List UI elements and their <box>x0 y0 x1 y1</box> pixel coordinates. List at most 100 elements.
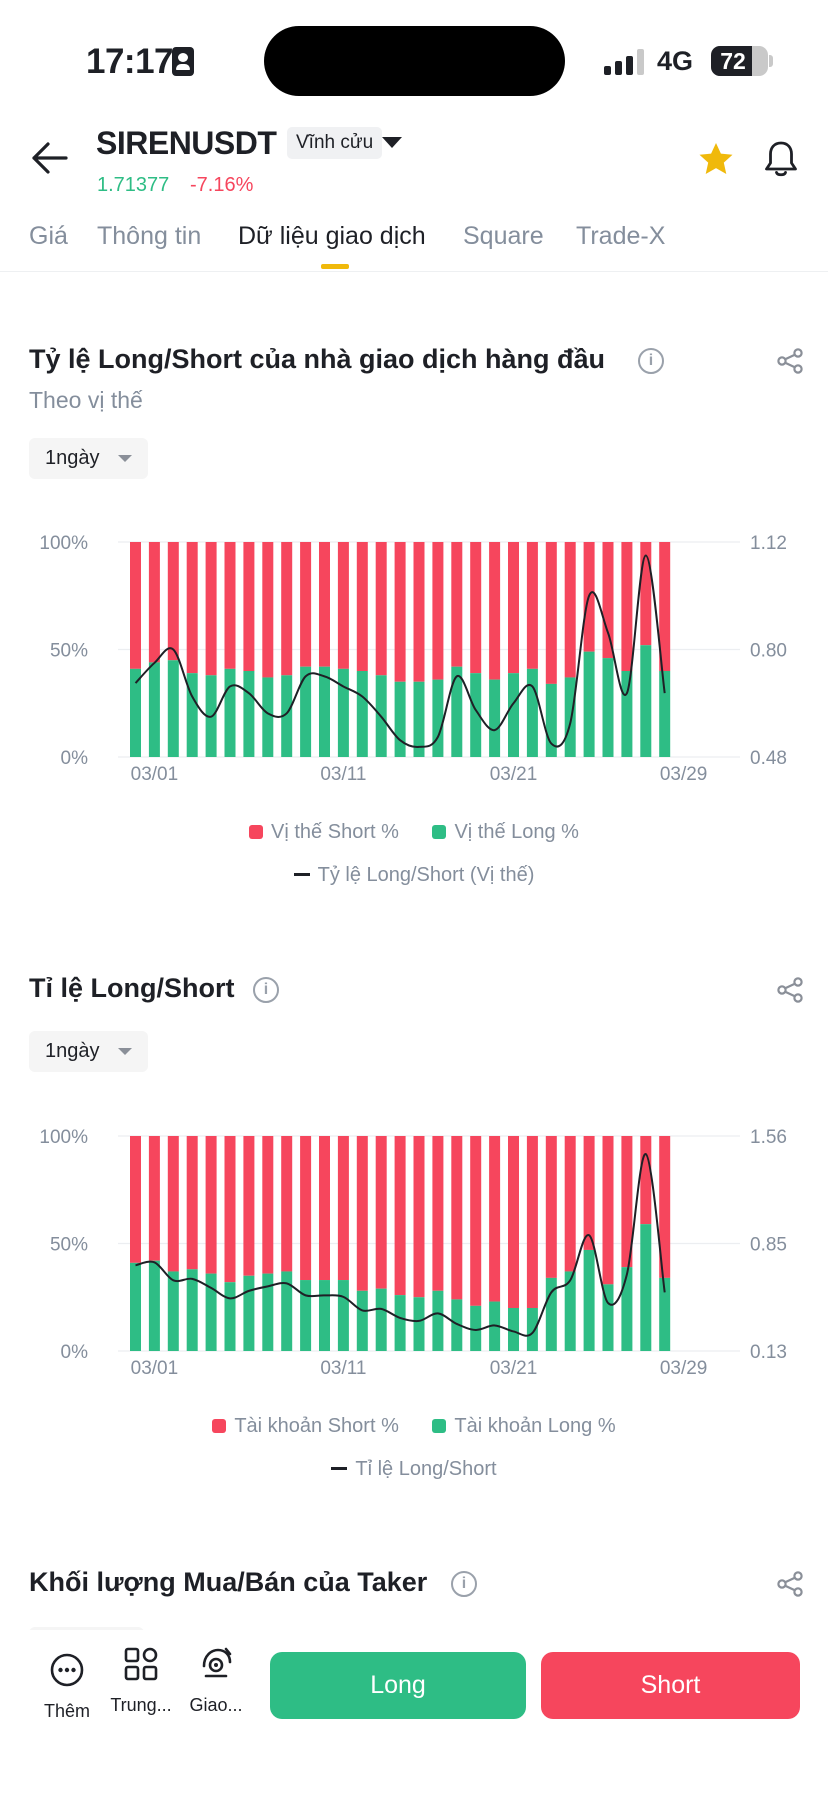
y-left-tick-label: 100% <box>39 1127 88 1148</box>
tab-trade-x[interactable]: Trade-X <box>576 222 666 250</box>
last-price: 1.71377 <box>97 174 170 196</box>
x-tick-label: 03/21 <box>490 764 538 785</box>
x-tick-label: 03/11 <box>320 764 366 785</box>
y-right-tick-label: 1.56 <box>750 1127 787 1148</box>
legend-item-short[interactable]: Vị thế Short % <box>249 821 399 844</box>
nav-label: Thêm <box>43 1701 90 1721</box>
bar-long <box>148 1260 160 1351</box>
bar-short <box>659 542 671 671</box>
bar-short <box>413 542 425 682</box>
bar-short <box>489 542 501 680</box>
bar-short <box>243 542 255 671</box>
period-selector[interactable]: 1ngày <box>29 438 148 479</box>
bar-short <box>621 542 633 671</box>
bar-short <box>167 542 179 661</box>
dropdown-caret-icon[interactable] <box>382 137 402 148</box>
bar-long <box>413 1297 425 1351</box>
y-right-tick-label: 0.48 <box>750 748 787 769</box>
star-icon[interactable] <box>697 141 735 177</box>
bar-long <box>186 673 198 757</box>
short-button[interactable]: Short <box>541 1652 800 1719</box>
bar-long <box>319 666 330 757</box>
legend-item-ratio[interactable]: Tỷ lệ Long/Short (Vị thế) <box>293 864 534 887</box>
legend-item-long[interactable]: Tài khoản Long % <box>432 1415 616 1438</box>
legend-label: Tài khoản Long % <box>454 1415 616 1437</box>
bar-long <box>470 1305 482 1351</box>
back-arrow-icon[interactable] <box>30 140 70 176</box>
ratio-line <box>135 1153 666 1337</box>
chart-canvas: 100% 50% 0% 1.12 0.80 0.48 03/01 03/11 03/21 03/2… <box>39 533 787 785</box>
share-icon[interactable] <box>776 347 804 375</box>
bar-short <box>640 1136 652 1225</box>
bar-long <box>659 1277 671 1351</box>
y-left-tick-label: 0% <box>61 748 89 769</box>
bar-long <box>130 1262 141 1351</box>
symbol-title[interactable]: SIRENUSDT <box>96 125 277 161</box>
nav-trade[interactable]: Giao... <box>181 1646 251 1716</box>
bar-short <box>243 1136 255 1276</box>
period-selector[interactable]: 1ngày <box>29 1031 148 1072</box>
legend-item-short[interactable]: Tài khoản Short % <box>212 1415 399 1438</box>
bar-short <box>564 542 576 678</box>
status-time: 17:17 <box>86 42 174 81</box>
bar-long <box>337 1280 349 1351</box>
bar-short <box>545 1136 557 1278</box>
bar-long <box>432 1290 444 1351</box>
info-icon[interactable]: i <box>451 1571 477 1597</box>
bar-long <box>564 677 576 757</box>
tab-info[interactable]: Thông tin <box>97 222 202 250</box>
bar-short <box>583 1136 595 1250</box>
y-left-tick-label: 100% <box>39 533 88 554</box>
nav-label: Giao... <box>189 1695 243 1715</box>
x-tick-label: 03/29 <box>660 764 708 785</box>
active-tab-indicator <box>321 264 349 269</box>
section-title-taker-volume: Khối lượng Mua/Bán của Taker <box>29 1567 428 1597</box>
info-icon[interactable]: i <box>253 977 279 1003</box>
bar-long <box>640 1224 652 1351</box>
bar-short <box>167 1136 179 1272</box>
share-icon[interactable] <box>776 976 804 1004</box>
more-icon <box>50 1653 84 1687</box>
nav-more[interactable]: Thêm <box>32 1652 102 1722</box>
y-right-tick-label: 0.85 <box>750 1235 787 1256</box>
x-tick-label: 03/21 <box>490 1358 538 1379</box>
info-icon[interactable]: i <box>638 348 664 374</box>
bar-long <box>281 675 293 757</box>
bar-long <box>545 1277 557 1351</box>
x-tick-label: 03/01 <box>131 764 179 785</box>
bar-long <box>564 1271 576 1351</box>
bar-short <box>148 542 160 663</box>
bar-short <box>337 1136 349 1281</box>
tab-price[interactable]: Giá <box>29 222 68 250</box>
bar-short <box>356 542 368 671</box>
bar-long <box>583 651 595 757</box>
long-button[interactable]: Long <box>270 1652 526 1719</box>
dynamic-island <box>264 26 565 96</box>
tab-square[interactable]: Square <box>463 222 544 250</box>
legend-item-long[interactable]: Vị thế Long % <box>432 821 579 844</box>
y-right-tick-label: 0.80 <box>750 641 787 662</box>
bar-short <box>394 542 406 682</box>
battery-level: 72 <box>720 48 746 74</box>
bar-long <box>508 1308 519 1351</box>
legend-item-ratio[interactable]: Tỉ lệ Long/Short <box>331 1458 497 1481</box>
legend-label: Vị thế Short % <box>271 821 399 843</box>
bar-long <box>602 1284 614 1351</box>
bar-long <box>224 668 236 757</box>
bar-short <box>489 1136 501 1302</box>
legend-label: Tỉ lệ Long/Short <box>355 1458 497 1480</box>
nav-center[interactable]: Trung... <box>106 1646 176 1716</box>
bar-short <box>281 542 293 676</box>
y-right-tick-label: 0.13 <box>750 1342 787 1363</box>
chart-account-ratio: 100% 50% 0% 1.56 0.85 0.13 03/01 03/11 03/21 03/2… <box>0 1114 828 1514</box>
bar-long <box>413 681 425 757</box>
period-label: 1ngày <box>45 1040 100 1062</box>
bell-icon[interactable] <box>763 139 799 179</box>
tab-trading-data[interactable]: Dữ liệu giao dịch <box>238 222 426 250</box>
bar-short <box>621 1136 633 1268</box>
bar-short <box>526 1136 538 1308</box>
bar-short <box>281 1136 293 1272</box>
share-icon[interactable] <box>776 1570 804 1598</box>
bar-long <box>356 671 368 757</box>
bar-short <box>130 1136 141 1263</box>
